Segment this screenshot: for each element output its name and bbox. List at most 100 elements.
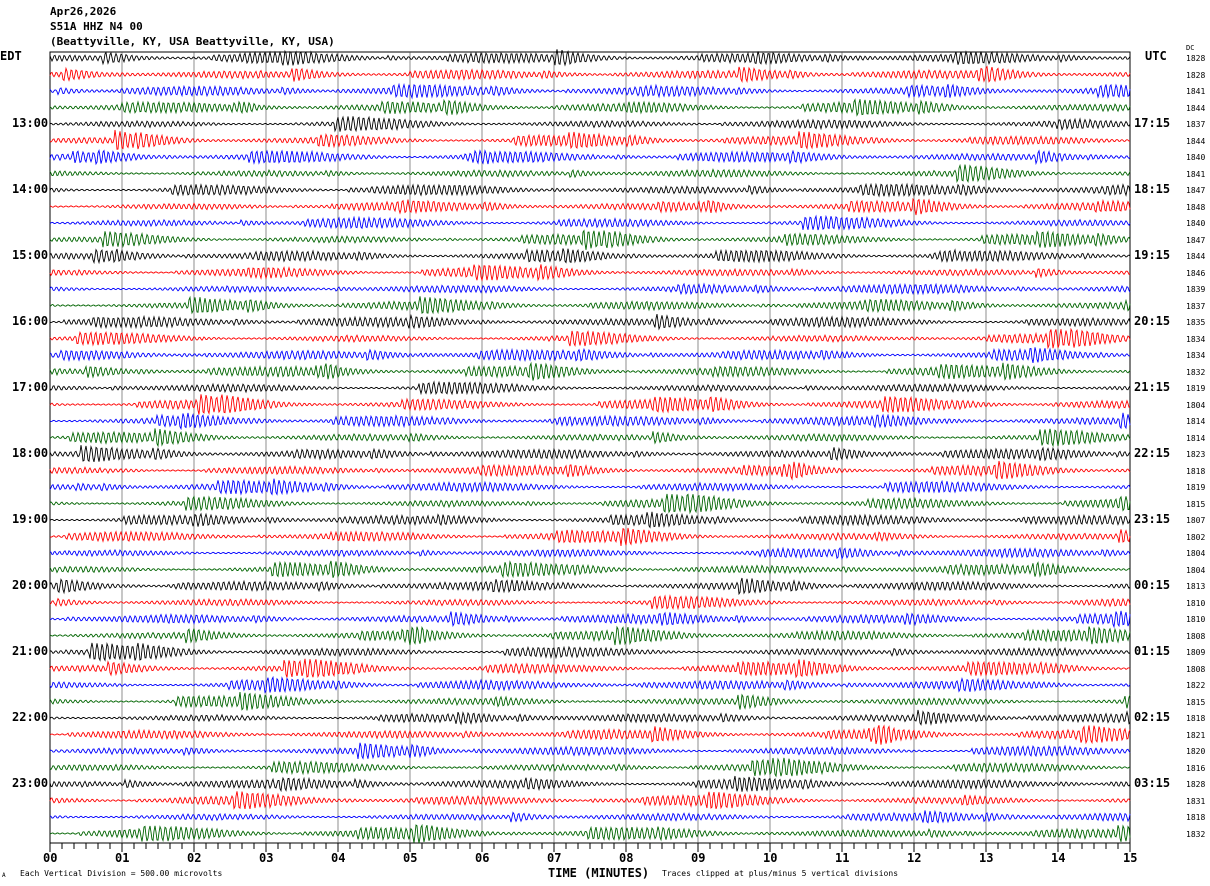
left-hour-label: 21:00 <box>12 644 49 658</box>
plot-frame <box>49 51 1131 844</box>
x-tick-label: 13 <box>979 851 994 865</box>
left-hour-label: 16:00 <box>12 314 49 328</box>
trace-17 <box>49 327 1131 350</box>
trace-23 <box>49 428 1131 448</box>
trace-40 <box>49 709 1131 726</box>
trace-8 <box>49 182 1131 198</box>
dc-offset-value: 1844 <box>1186 103 1206 113</box>
right-hour-label: 20:15 <box>1134 314 1171 328</box>
right-hour-label: 03:15 <box>1134 776 1171 790</box>
trace-35 <box>49 625 1131 646</box>
trace-33 <box>49 594 1131 611</box>
trace-9 <box>49 197 1131 216</box>
dc-offset-value: 1848 <box>1186 202 1206 212</box>
dc-offset-value: 1813 <box>1186 582 1206 591</box>
trace-28 <box>49 511 1131 529</box>
dc-offset-value: 1810 <box>1186 615 1206 624</box>
right-hour-label: 22:15 <box>1134 446 1171 460</box>
dc-offset-value: 1822 <box>1186 681 1206 690</box>
trace-24 <box>49 445 1131 463</box>
left-hour-label: 20:00 <box>12 578 49 592</box>
left-timezone-label: EDT <box>0 49 22 63</box>
trace-29 <box>49 527 1131 547</box>
dc-offset-value: 1840 <box>1186 219 1206 228</box>
right-timezone-label: UTC <box>1145 49 1167 63</box>
trace-36 <box>49 641 1131 662</box>
x-tick-label: 04 <box>331 851 346 865</box>
trace-22 <box>49 412 1131 431</box>
dc-offset-value: 1823 <box>1186 450 1206 459</box>
dc-offset-value: 1816 <box>1186 763 1206 773</box>
trace-34 <box>49 610 1131 629</box>
left-hour-label: 23:00 <box>12 776 49 790</box>
dc-offset-value: 1828 <box>1186 70 1206 80</box>
dc-offset-value: 1832 <box>1186 367 1206 377</box>
trace-12 <box>49 248 1131 265</box>
right-hour-label: 17:15 <box>1134 116 1171 130</box>
location-label: (Beattyville, KY, USA Beattyville, KY, U… <box>50 35 335 48</box>
trace-39 <box>49 692 1131 711</box>
right-hour-label: 19:15 <box>1134 248 1171 262</box>
x-tick-label: 05 <box>403 851 418 865</box>
dc-offset-value: 1847 <box>1186 186 1206 195</box>
dc-offset-value: 1804 <box>1186 400 1206 410</box>
trace-7 <box>49 163 1131 184</box>
dc-offset-value: 1809 <box>1186 648 1206 657</box>
right-hour-label: 00:15 <box>1134 578 1171 592</box>
trace-11 <box>49 229 1131 250</box>
trace-4 <box>49 115 1131 133</box>
trace-0 <box>49 49 1131 67</box>
trace-32 <box>49 577 1131 596</box>
trace-26 <box>49 478 1131 496</box>
x-tick-label: 07 <box>547 851 562 865</box>
dc-offset-value: 1841 <box>1186 169 1206 179</box>
trace-18 <box>49 347 1131 363</box>
right-hour-label: 02:15 <box>1134 710 1171 724</box>
trace-46 <box>49 809 1131 824</box>
trace-47 <box>49 823 1131 843</box>
dc-offset-value: 1828 <box>1186 780 1206 789</box>
trace-5 <box>49 129 1130 150</box>
left-hour-label: 13:00 <box>12 116 49 130</box>
left-hour-label: 17:00 <box>12 380 49 394</box>
right-hour-label: 21:15 <box>1134 380 1171 394</box>
x-axis-label: TIME (MINUTES) <box>548 866 650 880</box>
left-hour-label: 14:00 <box>12 182 49 196</box>
trace-38 <box>49 675 1131 694</box>
dc-offset-value: 1807 <box>1186 516 1206 525</box>
dc-offset-value: 1818 <box>1186 466 1206 476</box>
trace-21 <box>49 394 1131 416</box>
dc-offset-value: 1820 <box>1186 747 1206 756</box>
dc-offset-value: 1808 <box>1186 631 1206 641</box>
dc-offset-value: 1846 <box>1186 268 1206 278</box>
dc-offset-value: 1835 <box>1186 318 1206 327</box>
x-tick-label: 02 <box>187 851 202 865</box>
x-tick-label: 11 <box>835 851 850 865</box>
trace-13 <box>49 264 1131 282</box>
trace-20 <box>49 380 1131 396</box>
dc-offset-value: 1828 <box>1186 54 1206 63</box>
dc-offset-value: 1847 <box>1186 235 1206 245</box>
trace-25 <box>49 460 1131 481</box>
dc-offset-value: 1815 <box>1186 697 1206 707</box>
dc-offset-value: 1839 <box>1186 285 1206 294</box>
x-tick-label: 08 <box>619 851 634 865</box>
left-hour-label: 22:00 <box>12 710 49 724</box>
left-hour-label: 19:00 <box>12 512 49 526</box>
channel-label: S51A HHZ N4 00 <box>50 20 143 33</box>
trace-19 <box>49 361 1131 381</box>
x-tick-label: 10 <box>763 851 778 865</box>
dc-offset-value: 1831 <box>1186 796 1206 806</box>
left-hour-label: 15:00 <box>12 248 49 262</box>
trace-45 <box>49 791 1131 810</box>
dc-offset-value: 1804 <box>1186 565 1206 575</box>
clip-note: Traces clipped at plus/minus 5 vertical … <box>662 869 899 878</box>
dc-offset-value: 1804 <box>1186 549 1206 558</box>
trace-30 <box>49 546 1131 560</box>
dc-offset-value: 1819 <box>1186 483 1206 492</box>
dc-offset-value: 1840 <box>1186 153 1206 162</box>
dc-offset-value: 1814 <box>1186 417 1206 426</box>
trace-3 <box>49 98 1131 117</box>
x-tick-label: 06 <box>475 851 490 865</box>
